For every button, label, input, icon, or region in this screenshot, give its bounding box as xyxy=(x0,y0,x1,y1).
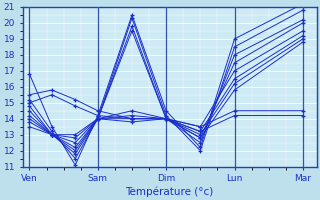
X-axis label: Température (°c): Température (°c) xyxy=(125,186,214,197)
